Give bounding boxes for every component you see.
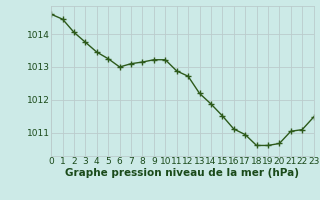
X-axis label: Graphe pression niveau de la mer (hPa): Graphe pression niveau de la mer (hPa)	[65, 168, 300, 178]
